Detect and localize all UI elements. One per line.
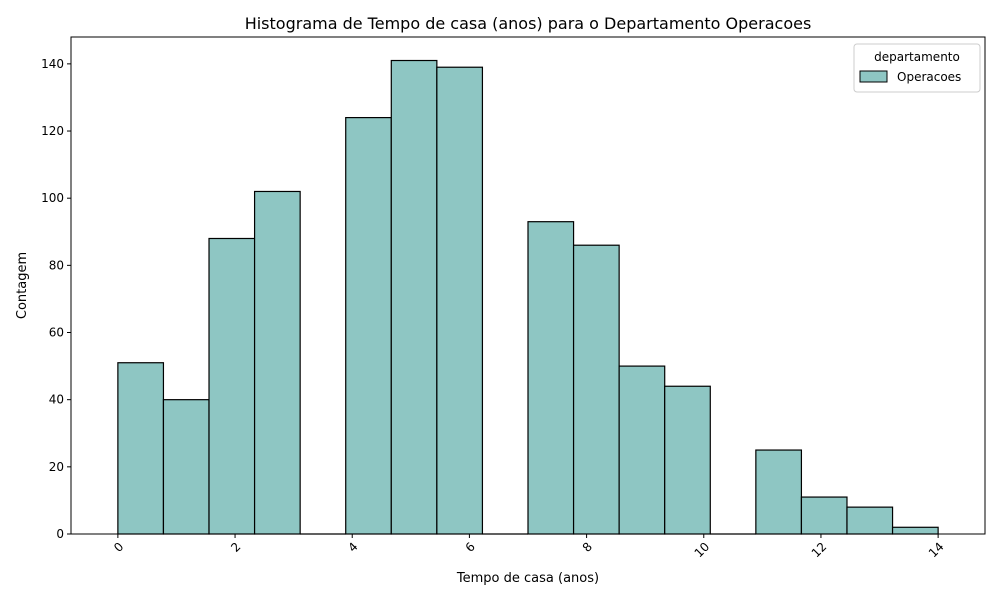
histogram-bar (572, 244, 620, 535)
plot-frame (70, 36, 986, 535)
histogram-bar (618, 365, 666, 535)
histogram-bar (846, 506, 894, 535)
legend-entry-operacoes: Operacoes (897, 70, 961, 84)
histogram-bar (527, 221, 575, 535)
legend-title: departamento (874, 50, 960, 64)
axes-group (70, 36, 986, 535)
y-tick-label: 40 (49, 393, 64, 407)
x-tick-label: 4 (345, 540, 360, 555)
x-tick-label: 2 (228, 540, 243, 555)
x-tick-label: 12 (809, 540, 830, 561)
x-tick-label: 14 (926, 540, 947, 561)
chart-title: Histograma de Tempo de casa (anos) para … (245, 14, 812, 33)
y-tick-label: 20 (49, 460, 64, 474)
histogram-bar (345, 116, 392, 535)
y-axis-label: Contagem (15, 252, 30, 319)
histogram-bar (800, 496, 848, 535)
legend: departamento Operacoes (853, 43, 981, 93)
histogram-bar (117, 362, 165, 535)
histogram-bar (253, 190, 301, 535)
x-tick-label: 8 (580, 540, 595, 555)
bars-group (117, 59, 939, 535)
x-axis-label: Tempo de casa (anos) (456, 571, 599, 586)
histogram-bar (208, 237, 256, 535)
x-tick-label: 6 (463, 540, 478, 555)
legend-swatch (859, 70, 888, 83)
y-tick-label: 120 (41, 124, 64, 138)
histogram-bar (664, 385, 711, 535)
y-tick-label: 80 (49, 258, 64, 272)
x-tick-label: 10 (692, 540, 713, 561)
y-tick-label: 100 (41, 191, 64, 205)
y-tick-label: 60 (49, 326, 64, 340)
y-tick-label: 140 (41, 57, 64, 71)
histogram-bar (755, 449, 803, 535)
histogram-bar (162, 399, 210, 535)
x-tick-label: 0 (111, 540, 126, 555)
y-tick-label: 0 (56, 527, 64, 541)
histogram-bar (891, 526, 939, 535)
y-ticks-group: 0 20 40 60 80 100 120 140 (41, 57, 71, 541)
histogram-bar (390, 59, 438, 535)
histogram-bar (436, 66, 484, 535)
x-ticks-group: 0 2 4 6 8 10 12 14 (111, 534, 947, 560)
